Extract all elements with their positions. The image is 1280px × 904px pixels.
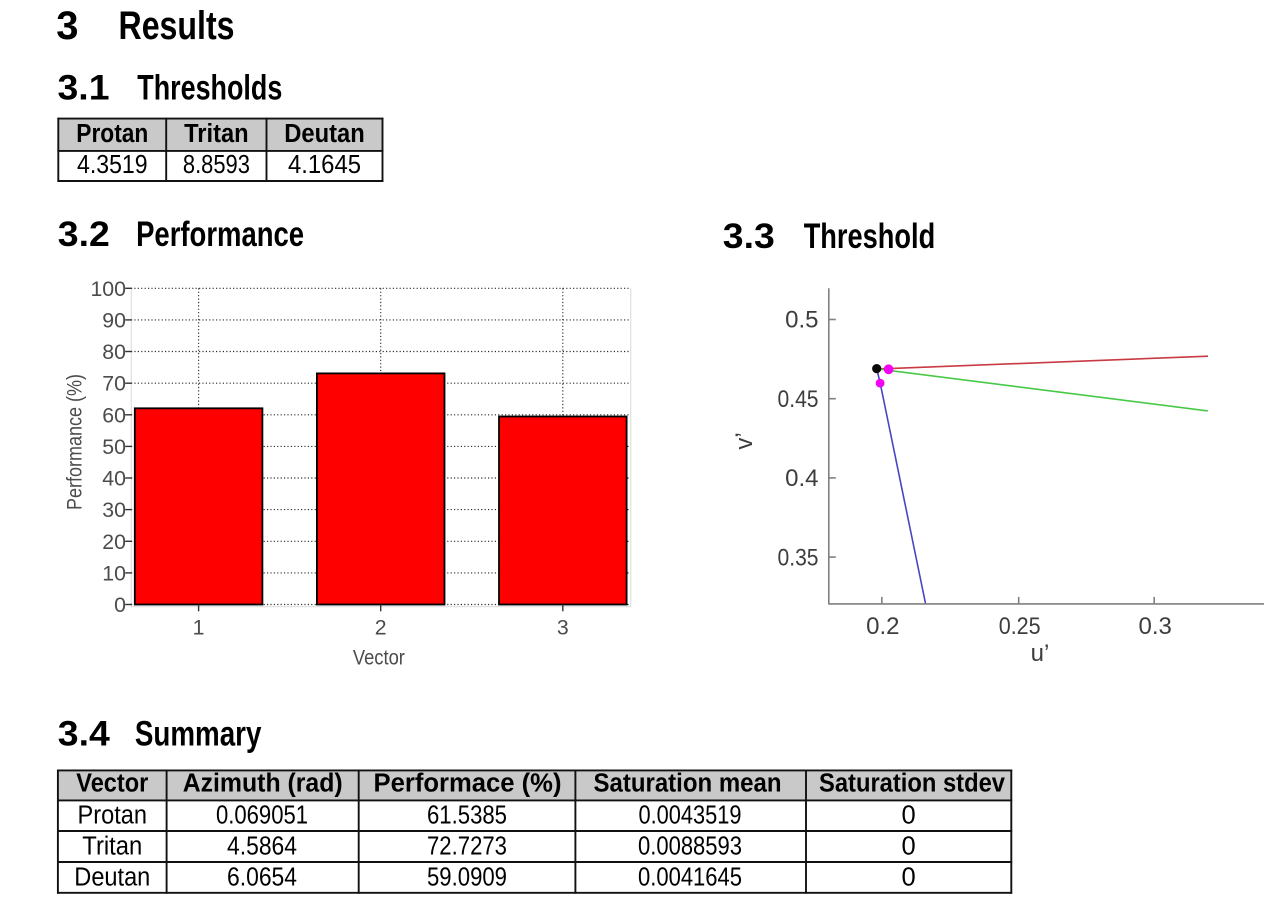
svg-text:4.1645: 4.1645 [288, 151, 361, 179]
svg-text:8.8593: 8.8593 [183, 151, 250, 179]
svg-text:0: 0 [902, 832, 916, 860]
svg-text:3: 3 [56, 4, 78, 48]
svg-text:61.5385: 61.5385 [427, 801, 507, 829]
svg-text:59.0909: 59.0909 [427, 864, 507, 892]
svg-text:1: 1 [193, 616, 205, 640]
svg-text:72.7273: 72.7273 [427, 832, 507, 860]
svg-text:Performace (%): Performace (%) [374, 770, 562, 798]
svg-text:Tritan: Tritan [184, 120, 249, 148]
svg-text:4.5864: 4.5864 [227, 832, 297, 860]
svg-text:50: 50 [102, 435, 126, 459]
svg-text:2: 2 [375, 616, 387, 640]
svg-text:Tritan: Tritan [82, 832, 142, 860]
svg-text:0.0041645: 0.0041645 [638, 864, 742, 892]
svg-text:Results: Results [119, 4, 235, 48]
svg-text:20: 20 [102, 530, 126, 554]
svg-text:0: 0 [114, 593, 126, 617]
svg-text:80: 80 [102, 340, 126, 364]
svg-text:3.1: 3.1 [58, 67, 110, 107]
svg-text:Summary: Summary [135, 714, 262, 754]
svg-text:0.069051: 0.069051 [216, 801, 308, 829]
svg-text:0.5: 0.5 [785, 307, 818, 334]
svg-text:100: 100 [90, 277, 126, 301]
svg-text:0: 0 [902, 864, 916, 892]
svg-text:Protan: Protan [76, 120, 148, 148]
svg-text:v’: v’ [731, 432, 758, 449]
svg-text:3.4: 3.4 [58, 714, 110, 754]
svg-text:0.3: 0.3 [1139, 613, 1172, 640]
svg-text:0.45: 0.45 [778, 386, 819, 413]
svg-text:0.25: 0.25 [999, 613, 1041, 640]
svg-text:6.0654: 6.0654 [227, 864, 297, 892]
svg-text:4.3519: 4.3519 [77, 151, 148, 179]
svg-text:70: 70 [102, 372, 126, 396]
svg-text:0.4: 0.4 [785, 465, 818, 492]
svg-text:40: 40 [102, 467, 126, 491]
svg-text:60: 60 [102, 403, 126, 427]
svg-text:0.35: 0.35 [778, 544, 819, 571]
svg-text:u’: u’ [1031, 640, 1050, 667]
svg-text:3: 3 [557, 616, 569, 640]
svg-text:30: 30 [102, 498, 126, 522]
svg-text:Protan: Protan [78, 801, 148, 829]
svg-text:0.0088593: 0.0088593 [638, 832, 742, 860]
svg-text:90: 90 [102, 308, 126, 332]
svg-text:10: 10 [102, 561, 126, 585]
svg-text:Saturation stdev: Saturation stdev [819, 770, 1006, 798]
svg-text:Azimuth (rad): Azimuth (rad) [183, 770, 343, 798]
svg-text:3.3: 3.3 [723, 216, 775, 256]
svg-text:0.0043519: 0.0043519 [639, 801, 742, 829]
svg-text:Vector: Vector [353, 646, 405, 670]
svg-text:Vector: Vector [76, 770, 148, 798]
svg-text:Thresholds: Thresholds [137, 67, 282, 107]
svg-text:Threshold: Threshold [804, 216, 936, 256]
svg-text:Deutan: Deutan [284, 120, 365, 148]
svg-text:Deutan: Deutan [74, 864, 150, 892]
svg-text:Saturation mean: Saturation mean [594, 770, 782, 798]
svg-text:Performance: Performance [136, 214, 304, 254]
svg-text:3.2: 3.2 [58, 214, 110, 254]
svg-text:Performance (%): Performance (%) [63, 374, 87, 510]
svg-text:0.2: 0.2 [866, 613, 899, 640]
svg-text:0: 0 [902, 801, 916, 829]
